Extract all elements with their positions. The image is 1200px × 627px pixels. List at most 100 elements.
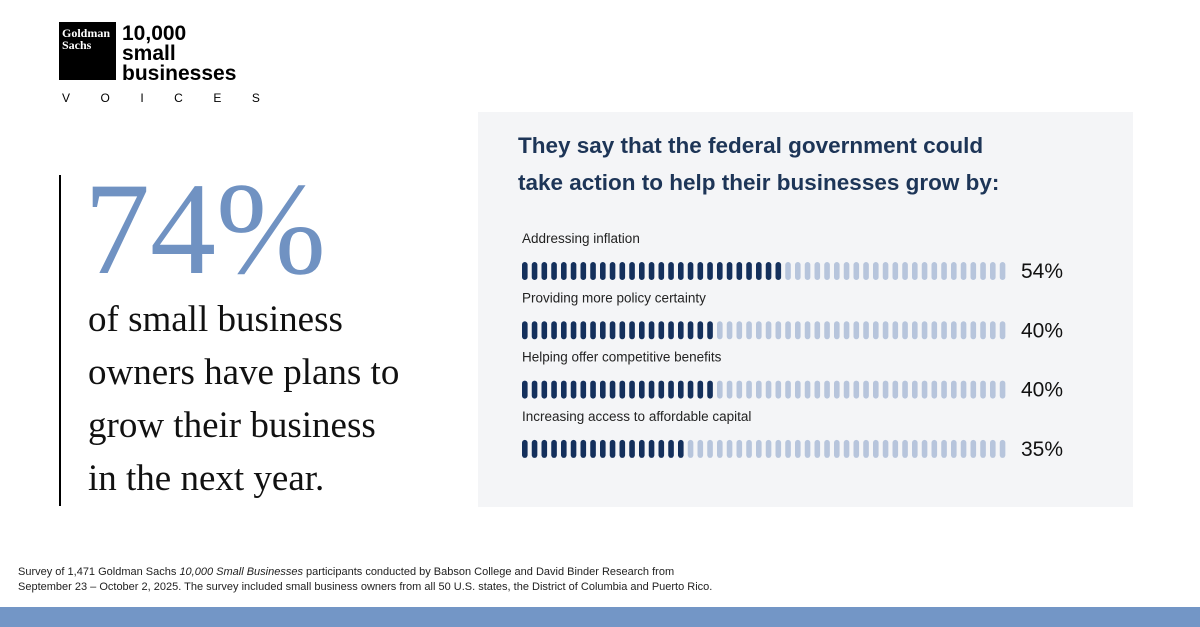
track-unit [990, 321, 996, 340]
bar-unit [600, 262, 606, 280]
track-unit [941, 262, 947, 280]
headline-stat: 74% [84, 155, 326, 302]
track-unit [795, 321, 801, 340]
bar-unit [658, 262, 665, 280]
value-label: 40% [1021, 319, 1063, 342]
track-unit [697, 439, 704, 458]
track-unit [834, 439, 840, 458]
track-unit [970, 262, 977, 280]
track-unit [765, 321, 772, 340]
value-label: 40% [1021, 379, 1063, 402]
bar-unit [668, 380, 674, 399]
track-unit [746, 439, 752, 458]
track-unit [795, 439, 801, 458]
logo-mark-text: Goldman [62, 26, 110, 40]
footnote-text: participants conducted by Babson College… [303, 566, 674, 578]
bar-unit [600, 439, 606, 458]
footnote-text: September 23 – October 2, 2025. The surv… [18, 581, 712, 593]
track-unit [843, 439, 850, 458]
logo-name: small [122, 42, 176, 65]
bar-unit [551, 321, 557, 340]
bar-unit [561, 439, 567, 458]
bar-track [785, 262, 1006, 280]
track-unit [960, 262, 967, 280]
category-label: Increasing access to affordable capital [522, 409, 751, 424]
track-unit [873, 262, 879, 280]
track-unit [853, 380, 860, 399]
bar-unit [668, 262, 674, 280]
bar-unit [687, 262, 694, 280]
track-unit [941, 439, 947, 458]
bar-unit [541, 321, 548, 340]
bar-unit [756, 262, 762, 280]
bar-unit [687, 321, 694, 340]
track-unit [824, 321, 830, 340]
track-unit [951, 439, 957, 458]
bar-unit [600, 321, 606, 340]
footer-band [0, 607, 1200, 627]
bar-unit [629, 262, 635, 280]
bar-unit [619, 439, 626, 458]
track-unit [941, 380, 947, 399]
track-unit [785, 380, 791, 399]
headline-text: in the next year. [88, 458, 324, 499]
bar-unit [609, 321, 616, 340]
track-unit [873, 380, 879, 399]
track-unit [999, 262, 1006, 280]
bar-unit [551, 439, 557, 458]
logo-name: businesses [122, 62, 236, 85]
track-unit [736, 439, 743, 458]
bar-unit [658, 439, 665, 458]
bar-track [717, 321, 1006, 340]
track-unit [999, 321, 1006, 340]
track-unit [863, 380, 869, 399]
track-unit [931, 262, 938, 280]
track-unit [882, 439, 889, 458]
track-unit [941, 321, 947, 340]
track-unit [980, 262, 986, 280]
bar-unit [522, 439, 528, 458]
bar-unit [522, 380, 528, 399]
bar-unit [707, 321, 713, 340]
track-unit [765, 439, 772, 458]
track-unit [902, 321, 908, 340]
track-unit [843, 380, 850, 399]
logo-mark [59, 22, 116, 80]
bar-unit [678, 262, 684, 280]
track-unit [804, 321, 811, 340]
track-unit [756, 439, 762, 458]
bar-unit [561, 380, 567, 399]
track-unit [726, 439, 733, 458]
track-unit [882, 262, 889, 280]
bar-track [717, 380, 1006, 399]
track-unit [814, 321, 821, 340]
track-unit [736, 321, 743, 340]
bar-unit [522, 321, 528, 340]
bar-unit [570, 380, 577, 399]
bar-unit [531, 439, 538, 458]
track-unit [775, 321, 782, 340]
bar-unit [678, 321, 684, 340]
track-unit [746, 380, 752, 399]
track-unit [843, 321, 850, 340]
bar-unit [609, 380, 616, 399]
track-unit [912, 262, 918, 280]
bar-unit [629, 380, 635, 399]
track-unit [814, 380, 821, 399]
bar-unit [687, 380, 694, 399]
footnote-text: Survey of 1,471 Goldman Sachs [18, 566, 179, 578]
track-unit [853, 262, 860, 280]
track-unit [882, 321, 889, 340]
chart-title: They say that the federal government cou… [518, 133, 983, 158]
track-unit [785, 262, 791, 280]
track-unit [814, 439, 821, 458]
track-unit [912, 321, 918, 340]
track-unit [951, 380, 957, 399]
bar-unit [570, 439, 577, 458]
track-unit [931, 380, 938, 399]
track-unit [824, 439, 830, 458]
bar-unit [580, 321, 587, 340]
bar-unit [531, 321, 538, 340]
track-unit [931, 321, 938, 340]
